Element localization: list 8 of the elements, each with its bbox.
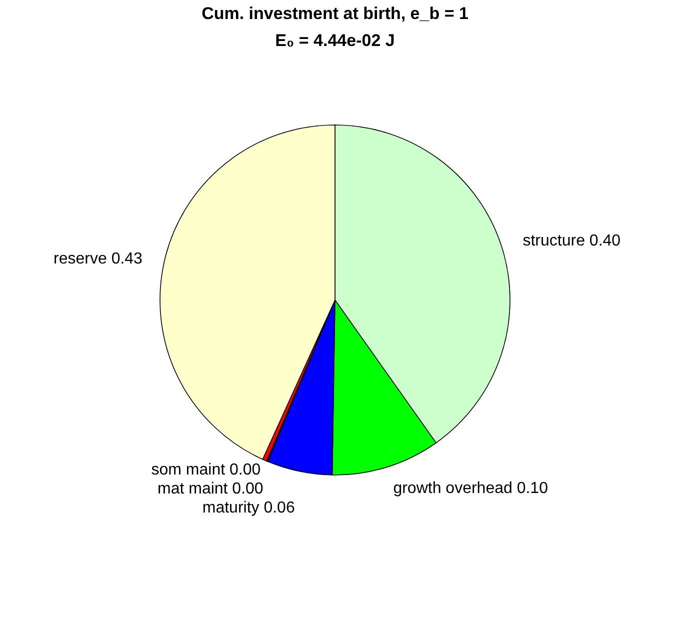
slice-label: som maint 0.00 (151, 461, 261, 478)
slice-label: reserve 0.43 (54, 250, 143, 268)
slice-label: maturity 0.06 (202, 499, 295, 516)
chart-subtitle: E₀ = 4.44e-02 J (275, 31, 395, 50)
chart-title: Cum. investment at birth, e_b = 1 (202, 4, 468, 23)
slice-label: structure 0.40 (522, 232, 621, 250)
slice-label: mat maint 0.00 (158, 480, 264, 498)
slice-label: growth overhead 0.10 (393, 480, 548, 498)
